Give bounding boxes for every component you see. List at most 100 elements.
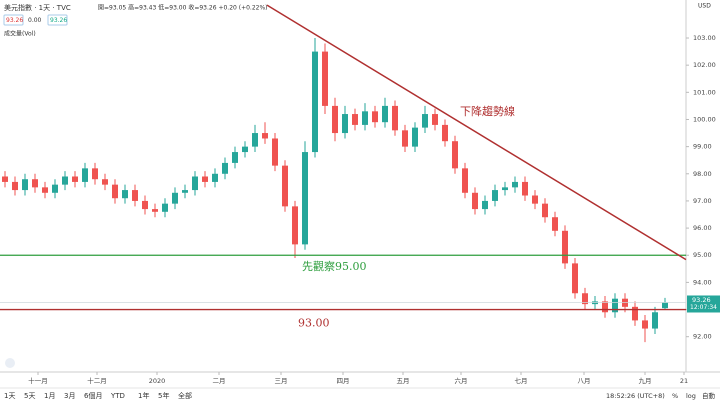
candle-body [42, 187, 48, 193]
candle-body [542, 203, 548, 218]
x-tick-label: 二月 [213, 377, 226, 385]
candle-body [262, 133, 268, 139]
candle-body [552, 217, 558, 231]
candle-body [12, 181, 18, 191]
candle-body [282, 165, 288, 207]
x-tick-label: 七月 [515, 376, 528, 385]
candle-body [232, 152, 238, 163]
candle-body [72, 176, 78, 182]
candle-body [612, 298, 618, 313]
x-tick-label: 21 [680, 377, 688, 385]
y-tick-label: 96.00 [693, 224, 712, 232]
candle-body [202, 176, 208, 182]
annotation: 93.00 [298, 317, 330, 330]
range-button[interactable]: 1月 [44, 392, 55, 400]
range-button[interactable]: 1天 [4, 392, 15, 400]
x-tick-label: 四月 [337, 377, 350, 385]
candle-body [82, 168, 88, 182]
range-button[interactable]: 1年 [138, 391, 149, 400]
candle-body [212, 173, 218, 182]
candle-body [532, 195, 538, 204]
candle-body [402, 130, 408, 147]
clock: 18:52:26 (UTC+8) [606, 392, 665, 400]
candle-body [242, 146, 248, 153]
candle-body [492, 190, 498, 201]
y-tick-label: 103.00 [693, 34, 716, 42]
value-box-text: 0.00 [28, 17, 42, 24]
y-tick-label: 100.00 [693, 115, 716, 123]
candle-body [102, 179, 108, 185]
value-box [47, 14, 68, 26]
y-tick-label: 98.00 [693, 170, 712, 178]
symbol: 美元指數 · 1天 · TVC [4, 3, 71, 12]
candle-body [642, 320, 648, 329]
candle-body [252, 133, 258, 147]
candle-body [392, 105, 398, 131]
range-button[interactable]: 5年 [158, 391, 169, 400]
range-button[interactable]: 全部 [178, 391, 192, 400]
range-button[interactable]: YTD [110, 392, 125, 400]
candle-body [422, 114, 428, 128]
candle-body [32, 179, 38, 188]
x-tick-label: 八月 [578, 377, 591, 385]
candle-body [62, 176, 68, 185]
candle-body [352, 114, 358, 125]
scale-option[interactable]: log [686, 392, 696, 400]
candle-body [2, 176, 8, 182]
candle-body [222, 162, 228, 174]
candle-body [562, 230, 568, 264]
x-tick-label: 2020 [149, 377, 166, 385]
last-price-box [687, 295, 720, 313]
candle-body [582, 293, 588, 305]
candle-body [292, 206, 298, 245]
candle-body [572, 263, 578, 294]
candle-body [382, 105, 388, 123]
candle-body [652, 312, 658, 329]
x-tick-label: 九月 [639, 376, 652, 385]
trendline [266, 4, 687, 261]
y-tick-label: 95.00 [693, 251, 712, 259]
x-tick-label: 十二月 [87, 376, 107, 385]
y-tick-label: 97.00 [693, 197, 712, 205]
candle-body [462, 168, 468, 193]
candle-body [442, 124, 448, 142]
candle-body [362, 111, 368, 125]
range-button[interactable]: 5天 [24, 392, 35, 400]
ohlc-text: 開=93.05 高=93.43 低=93.00 收=93.26 +0.20 (+… [98, 4, 268, 12]
y-tick-label: 92.00 [693, 333, 712, 341]
candle-body [312, 51, 318, 153]
candle-body [632, 306, 638, 321]
candle-body [122, 190, 128, 199]
countdown: 12:07:34 [690, 304, 717, 311]
candle-body [302, 152, 308, 245]
last-price-label: 93.26 [692, 296, 711, 304]
candle-body [342, 114, 348, 134]
x-tick-label: 十一月 [28, 376, 48, 385]
volume-label: 成交量(Vol) [4, 30, 36, 38]
candle-body [172, 192, 178, 204]
scale-option[interactable]: 自動 [702, 391, 716, 400]
x-tick-label: 三月 [275, 377, 288, 385]
candle-body [662, 302, 668, 309]
x-tick-label: 五月 [397, 377, 410, 385]
x-tick-label: 六月 [455, 376, 468, 385]
y-tick-label: 94.00 [693, 278, 712, 286]
range-button[interactable]: 3月 [64, 392, 75, 400]
candle-body [512, 181, 518, 188]
y-tick-label: 102.00 [693, 61, 716, 69]
scale-option[interactable]: % [672, 392, 678, 400]
candle-body [522, 181, 528, 196]
range-button[interactable]: 6個月 [84, 391, 102, 400]
value-box [25, 14, 46, 26]
candle-body [502, 187, 508, 191]
candle-body [182, 190, 188, 193]
value-box [3, 14, 24, 26]
candle-body [412, 127, 418, 147]
candle-body [452, 141, 458, 169]
candle-body [132, 190, 138, 201]
candle-body [472, 192, 478, 210]
candle-body [92, 168, 98, 180]
candle-body [112, 184, 118, 199]
